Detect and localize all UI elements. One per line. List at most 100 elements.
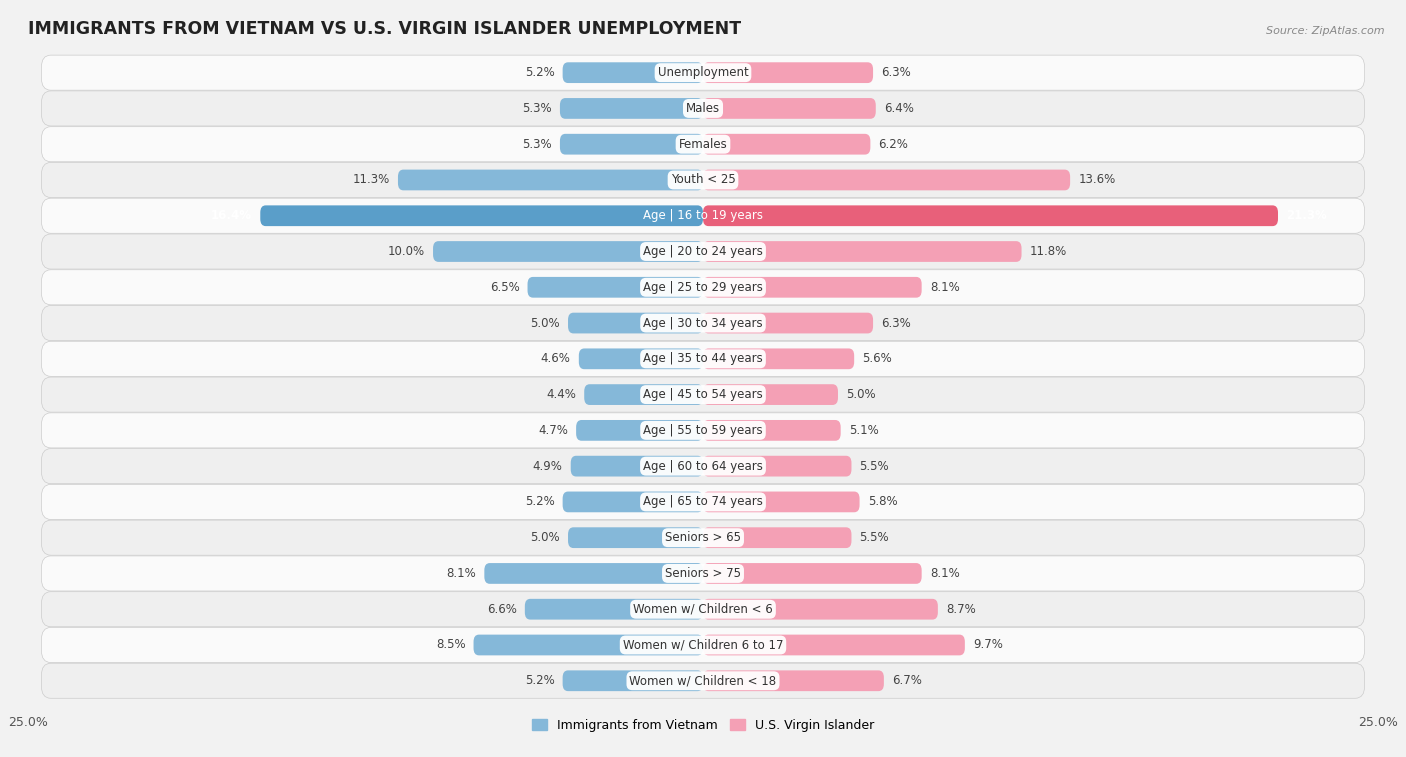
FancyBboxPatch shape [41, 163, 1365, 198]
FancyBboxPatch shape [562, 491, 703, 512]
FancyBboxPatch shape [41, 234, 1365, 269]
FancyBboxPatch shape [703, 313, 873, 333]
Text: 5.0%: 5.0% [530, 316, 560, 329]
Text: 6.5%: 6.5% [489, 281, 519, 294]
Text: 5.0%: 5.0% [530, 531, 560, 544]
FancyBboxPatch shape [703, 62, 873, 83]
Text: 11.8%: 11.8% [1029, 245, 1067, 258]
Text: 21.3%: 21.3% [1286, 209, 1327, 223]
Text: Women w/ Children < 18: Women w/ Children < 18 [630, 674, 776, 687]
FancyBboxPatch shape [41, 377, 1365, 412]
Text: Seniors > 75: Seniors > 75 [665, 567, 741, 580]
FancyBboxPatch shape [703, 671, 884, 691]
FancyBboxPatch shape [41, 663, 1365, 698]
Text: 13.6%: 13.6% [1078, 173, 1115, 186]
Text: Age | 45 to 54 years: Age | 45 to 54 years [643, 388, 763, 401]
Text: Age | 35 to 44 years: Age | 35 to 44 years [643, 352, 763, 366]
FancyBboxPatch shape [41, 341, 1365, 376]
Text: Age | 55 to 59 years: Age | 55 to 59 years [643, 424, 763, 437]
Text: 5.5%: 5.5% [859, 531, 889, 544]
Text: 4.6%: 4.6% [541, 352, 571, 366]
Text: 4.9%: 4.9% [533, 459, 562, 472]
FancyBboxPatch shape [703, 563, 922, 584]
Text: Males: Males [686, 102, 720, 115]
Text: 6.6%: 6.6% [486, 603, 517, 615]
Text: Unemployment: Unemployment [658, 66, 748, 79]
FancyBboxPatch shape [524, 599, 703, 619]
Text: Age | 25 to 29 years: Age | 25 to 29 years [643, 281, 763, 294]
FancyBboxPatch shape [260, 205, 703, 226]
Text: 5.3%: 5.3% [522, 138, 551, 151]
FancyBboxPatch shape [560, 98, 703, 119]
FancyBboxPatch shape [562, 62, 703, 83]
FancyBboxPatch shape [41, 269, 1365, 305]
Text: 4.7%: 4.7% [538, 424, 568, 437]
FancyBboxPatch shape [41, 55, 1365, 90]
Text: 5.5%: 5.5% [859, 459, 889, 472]
FancyBboxPatch shape [41, 449, 1365, 484]
Text: 5.0%: 5.0% [846, 388, 876, 401]
Text: 6.7%: 6.7% [891, 674, 922, 687]
Text: 6.3%: 6.3% [882, 66, 911, 79]
Text: Age | 65 to 74 years: Age | 65 to 74 years [643, 495, 763, 509]
Text: 8.1%: 8.1% [929, 567, 959, 580]
FancyBboxPatch shape [41, 520, 1365, 555]
Text: Youth < 25: Youth < 25 [671, 173, 735, 186]
Text: 6.4%: 6.4% [884, 102, 914, 115]
FancyBboxPatch shape [703, 491, 859, 512]
FancyBboxPatch shape [562, 671, 703, 691]
FancyBboxPatch shape [576, 420, 703, 441]
FancyBboxPatch shape [41, 484, 1365, 519]
FancyBboxPatch shape [703, 205, 1278, 226]
FancyBboxPatch shape [41, 306, 1365, 341]
FancyBboxPatch shape [484, 563, 703, 584]
Text: Age | 30 to 34 years: Age | 30 to 34 years [643, 316, 763, 329]
FancyBboxPatch shape [41, 592, 1365, 627]
Text: 5.2%: 5.2% [524, 495, 554, 509]
Text: Age | 16 to 19 years: Age | 16 to 19 years [643, 209, 763, 223]
Text: Females: Females [679, 138, 727, 151]
Text: 8.1%: 8.1% [447, 567, 477, 580]
FancyBboxPatch shape [703, 385, 838, 405]
FancyBboxPatch shape [41, 91, 1365, 126]
Text: Women w/ Children 6 to 17: Women w/ Children 6 to 17 [623, 638, 783, 652]
FancyBboxPatch shape [398, 170, 703, 190]
FancyBboxPatch shape [560, 134, 703, 154]
FancyBboxPatch shape [703, 170, 1070, 190]
Text: Source: ZipAtlas.com: Source: ZipAtlas.com [1267, 26, 1385, 36]
FancyBboxPatch shape [703, 277, 922, 298]
FancyBboxPatch shape [568, 528, 703, 548]
Text: Age | 20 to 24 years: Age | 20 to 24 years [643, 245, 763, 258]
Text: 8.1%: 8.1% [929, 281, 959, 294]
FancyBboxPatch shape [703, 528, 852, 548]
Text: 5.6%: 5.6% [862, 352, 891, 366]
FancyBboxPatch shape [585, 385, 703, 405]
FancyBboxPatch shape [703, 241, 1022, 262]
Text: 5.1%: 5.1% [849, 424, 879, 437]
FancyBboxPatch shape [703, 456, 852, 476]
FancyBboxPatch shape [41, 413, 1365, 448]
Text: 6.2%: 6.2% [879, 138, 908, 151]
FancyBboxPatch shape [579, 348, 703, 369]
Text: 11.3%: 11.3% [353, 173, 389, 186]
FancyBboxPatch shape [568, 313, 703, 333]
Text: 5.2%: 5.2% [524, 674, 554, 687]
FancyBboxPatch shape [571, 456, 703, 476]
FancyBboxPatch shape [703, 420, 841, 441]
Text: 5.2%: 5.2% [524, 66, 554, 79]
Text: Women w/ Children < 6: Women w/ Children < 6 [633, 603, 773, 615]
Text: 8.5%: 8.5% [436, 638, 465, 652]
Legend: Immigrants from Vietnam, U.S. Virgin Islander: Immigrants from Vietnam, U.S. Virgin Isl… [527, 714, 879, 737]
Text: IMMIGRANTS FROM VIETNAM VS U.S. VIRGIN ISLANDER UNEMPLOYMENT: IMMIGRANTS FROM VIETNAM VS U.S. VIRGIN I… [28, 20, 741, 38]
Text: 9.7%: 9.7% [973, 638, 1002, 652]
FancyBboxPatch shape [703, 348, 855, 369]
Text: 16.4%: 16.4% [211, 209, 252, 223]
FancyBboxPatch shape [433, 241, 703, 262]
FancyBboxPatch shape [41, 126, 1365, 162]
Text: 5.3%: 5.3% [522, 102, 551, 115]
Text: Age | 60 to 64 years: Age | 60 to 64 years [643, 459, 763, 472]
Text: 10.0%: 10.0% [388, 245, 425, 258]
FancyBboxPatch shape [41, 628, 1365, 662]
Text: 4.4%: 4.4% [547, 388, 576, 401]
Text: 8.7%: 8.7% [946, 603, 976, 615]
